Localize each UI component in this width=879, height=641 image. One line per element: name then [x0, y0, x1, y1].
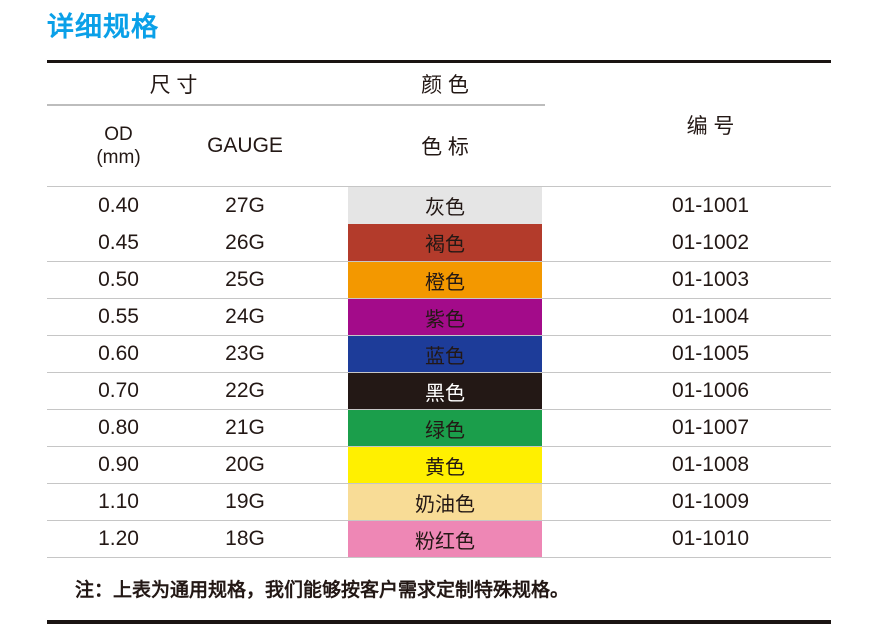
color-swatch: 奶油色 — [348, 484, 542, 520]
cell-color: 奶油色 — [300, 484, 590, 520]
header-left-group: 尺 寸 颜 色 OD (mm) GAUGE 色 标 — [47, 63, 590, 186]
cell-code: 01-1009 — [671, 490, 750, 513]
table-row: 0.80 21G 绿色 01-1007 — [47, 409, 831, 446]
table-row: 1.10 19G 奶油色 01-1009 — [47, 483, 831, 520]
cell-color: 黄色 — [300, 447, 590, 483]
cell-code: 01-1003 — [671, 268, 750, 291]
bottom-rule — [47, 620, 831, 624]
cell-od: 0.55 — [98, 305, 139, 328]
cell-code: 01-1006 — [671, 379, 750, 402]
table-row: 0.60 23G 蓝色 01-1005 — [47, 335, 831, 372]
table-row: 0.90 20G 黄色 01-1008 — [47, 446, 831, 483]
spec-page: 详细规格 尺 寸 颜 色 OD (mm) GAUGE 色 标 编 号 — [47, 12, 831, 624]
cell-gauge: 18G — [225, 527, 265, 550]
cell-gauge: 27G — [225, 193, 265, 217]
header-sub-row: OD (mm) GAUGE 色 标 — [47, 106, 590, 186]
cell-gauge: 20G — [225, 453, 265, 476]
cell-color: 橙色 — [300, 262, 590, 298]
color-swatch: 紫色 — [348, 299, 542, 335]
cell-gauge: 26G — [225, 230, 265, 254]
color-swatch: 灰色 — [348, 187, 542, 224]
cell-od: 0.50 — [98, 268, 139, 291]
cell-code: 01-1002 — [671, 230, 750, 254]
cell-od: 0.80 — [98, 416, 139, 439]
spec-table: 尺 寸 颜 色 OD (mm) GAUGE 色 标 编 号 0.40 27G 灰… — [47, 60, 831, 558]
cell-gauge: 21G — [225, 416, 265, 439]
cell-color: 褐色 — [300, 224, 590, 261]
table-row: 0.70 22G 黑色 01-1006 — [47, 372, 831, 409]
cell-gauge: 23G — [225, 342, 265, 365]
color-swatch: 蓝色 — [348, 336, 542, 372]
header-group-row: 尺 寸 颜 色 — [47, 63, 590, 104]
cell-code: 01-1007 — [671, 416, 750, 439]
header-gauge: GAUGE — [207, 134, 283, 157]
color-swatch: 橙色 — [348, 262, 542, 298]
cell-od: 0.40 — [98, 193, 139, 217]
table-row: 0.55 24G 紫色 01-1004 — [47, 298, 831, 335]
cell-code: 01-1008 — [671, 453, 750, 476]
table-row: 0.50 25G 橙色 01-1003 — [47, 261, 831, 298]
cell-od: 0.90 — [98, 453, 139, 476]
header-od: OD (mm) — [47, 123, 190, 169]
color-swatch: 粉红色 — [348, 521, 542, 557]
footnote: 注：上表为通用规格，我们能够按客户需求定制特殊规格。 — [75, 580, 570, 601]
cell-color: 蓝色 — [300, 336, 590, 372]
header-size-group: 尺 寸 — [149, 73, 198, 97]
cell-color: 紫色 — [300, 299, 590, 335]
color-swatch: 黑色 — [348, 373, 542, 409]
table-row: 0.40 27G 灰色 01-1001 — [47, 187, 831, 224]
cell-code: 01-1010 — [671, 527, 750, 550]
cell-code: 01-1004 — [671, 305, 750, 328]
header-od-line2: (mm) — [96, 147, 141, 168]
cell-od: 1.10 — [98, 490, 139, 513]
page-title: 详细规格 — [47, 12, 159, 42]
cell-od: 1.20 — [98, 527, 139, 550]
color-swatch: 绿色 — [348, 410, 542, 446]
header-divider-line — [47, 104, 545, 106]
cell-color: 灰色 — [300, 187, 590, 224]
color-swatch: 黄色 — [348, 447, 542, 483]
header-code: 编 号 — [686, 114, 735, 138]
cell-od: 0.45 — [98, 230, 139, 254]
table-header: 尺 寸 颜 色 OD (mm) GAUGE 色 标 编 号 — [47, 63, 831, 187]
table-row: 1.20 18G 粉红色 01-1010 — [47, 520, 831, 557]
cell-od: 0.60 — [98, 342, 139, 365]
cell-gauge: 22G — [225, 379, 265, 402]
cell-color: 绿色 — [300, 410, 590, 446]
cell-code: 01-1001 — [671, 193, 750, 217]
table-body: 0.40 27G 灰色 01-1001 0.45 26G 褐色 01-1002 … — [47, 187, 831, 558]
header-od-line1: OD — [104, 124, 133, 145]
color-swatch: 褐色 — [348, 224, 542, 261]
cell-gauge: 25G — [225, 268, 265, 291]
header-color-group: 颜 色 — [421, 73, 469, 97]
table-row: 0.45 26G 褐色 01-1002 — [47, 224, 831, 261]
cell-color: 黑色 — [300, 373, 590, 409]
cell-gauge: 24G — [225, 305, 265, 328]
cell-code: 01-1005 — [671, 342, 750, 365]
cell-gauge: 19G — [225, 490, 265, 513]
cell-od: 0.70 — [98, 379, 139, 402]
cell-color: 粉红色 — [300, 521, 590, 557]
header-color-label: 色 标 — [421, 136, 469, 159]
